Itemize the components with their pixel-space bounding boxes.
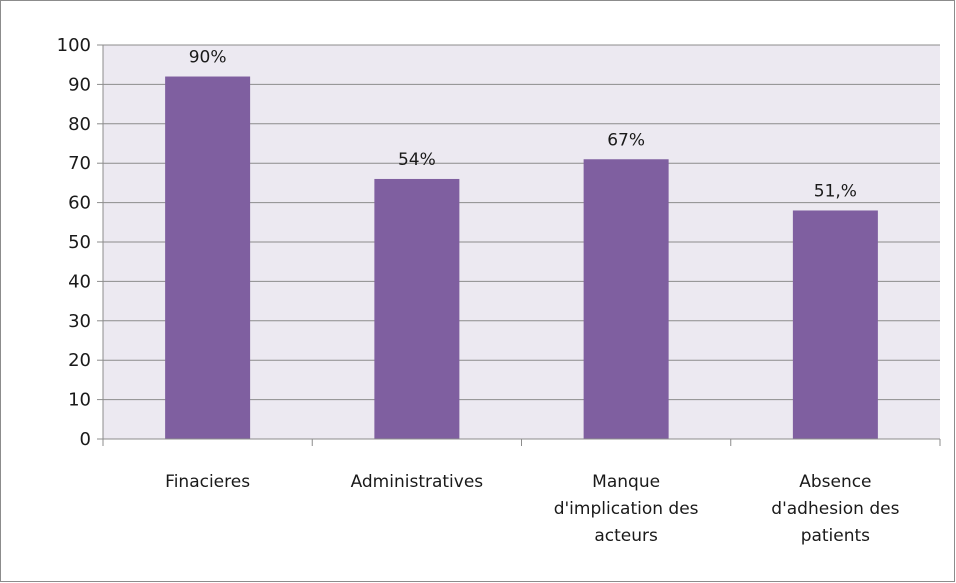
category-label-line: Finacieres (165, 472, 250, 492)
category-label: Absence d'adhesion des patients (771, 472, 899, 546)
y-tick-label: 100 (57, 35, 91, 56)
y-tick-label: 90 (68, 74, 91, 95)
y-tick-label: 30 (68, 311, 91, 332)
y-tick-label: 50 (68, 232, 91, 253)
category-label-line: patients (801, 526, 870, 546)
category-label: Administratives (351, 472, 484, 492)
category-label-line: d'adhesion des (771, 499, 899, 519)
category-label-line: acteurs (594, 526, 658, 546)
category-label: Finacieres (165, 472, 250, 492)
category-label-line: Manque (592, 472, 660, 492)
data-label: 51,% (814, 181, 857, 201)
y-tick-label: 20 (68, 350, 91, 371)
x-category-labels: Finacieres Administratives Manque d'implica… (165, 472, 899, 546)
data-label: 90% (189, 48, 227, 68)
y-tick-label: 60 (68, 193, 91, 214)
y-tick-label: 10 (68, 390, 91, 411)
y-tick-label: 70 (68, 153, 91, 174)
bar (583, 159, 669, 439)
category-label-line: d'implication des (554, 499, 699, 519)
bars (165, 76, 878, 440)
y-tick-labels: 0 10 20 30 40 50 60 70 80 90 100 (57, 35, 91, 450)
category-label-line: Administratives (351, 472, 484, 492)
data-labels: 90% 54% 67% 51,% (189, 48, 857, 202)
data-label: 67% (607, 130, 645, 150)
y-tick-label: 80 (68, 114, 91, 135)
category-label-line: Absence (799, 472, 871, 492)
y-tick-label: 0 (80, 429, 91, 450)
y-tick-label: 40 (68, 271, 91, 292)
category-label: Manque d'implication des acteurs (554, 472, 699, 546)
bar (374, 178, 460, 439)
bar (165, 76, 251, 440)
bar (792, 210, 878, 439)
data-label: 54% (398, 150, 436, 170)
axes (97, 44, 941, 446)
